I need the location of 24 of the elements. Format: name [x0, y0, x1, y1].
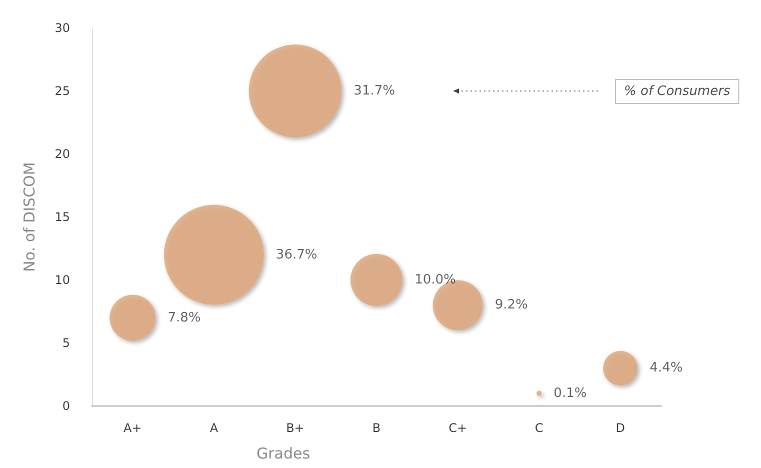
data-label: 31.7%: [354, 84, 395, 98]
x-tick-label: A+: [124, 421, 142, 435]
data-label: 4.4%: [650, 360, 683, 376]
y-tick-label: 5: [62, 336, 70, 350]
x-tick-label: B+: [286, 421, 304, 435]
x-tick-label: B: [372, 421, 381, 435]
y-tick-label: 30: [54, 21, 70, 35]
y-tick-label: 20: [54, 147, 70, 161]
data-label: 9.2%: [494, 298, 528, 313]
x-tick-label: C+: [448, 421, 468, 435]
y-tick-label: 25: [54, 84, 70, 98]
annotation: % of Consumers: [624, 84, 730, 99]
x-tick-label: C: [534, 421, 544, 435]
data-label: 10.0%: [414, 272, 456, 288]
x-tick-label: D: [616, 421, 625, 435]
y-tick-label: 0: [62, 399, 70, 413]
y-tick-label: 10: [54, 273, 70, 287]
data-label: 7.8%: [168, 310, 201, 326]
data-label: 36.7%: [276, 247, 318, 262]
x-tick-label: A: [210, 421, 219, 435]
y-tick-label: 15: [54, 210, 70, 224]
x-axis-title: Grades: [256, 444, 310, 462]
y-axis-title: No. of DISCOM: [20, 162, 38, 272]
data-label: 0.1%: [554, 386, 587, 401]
